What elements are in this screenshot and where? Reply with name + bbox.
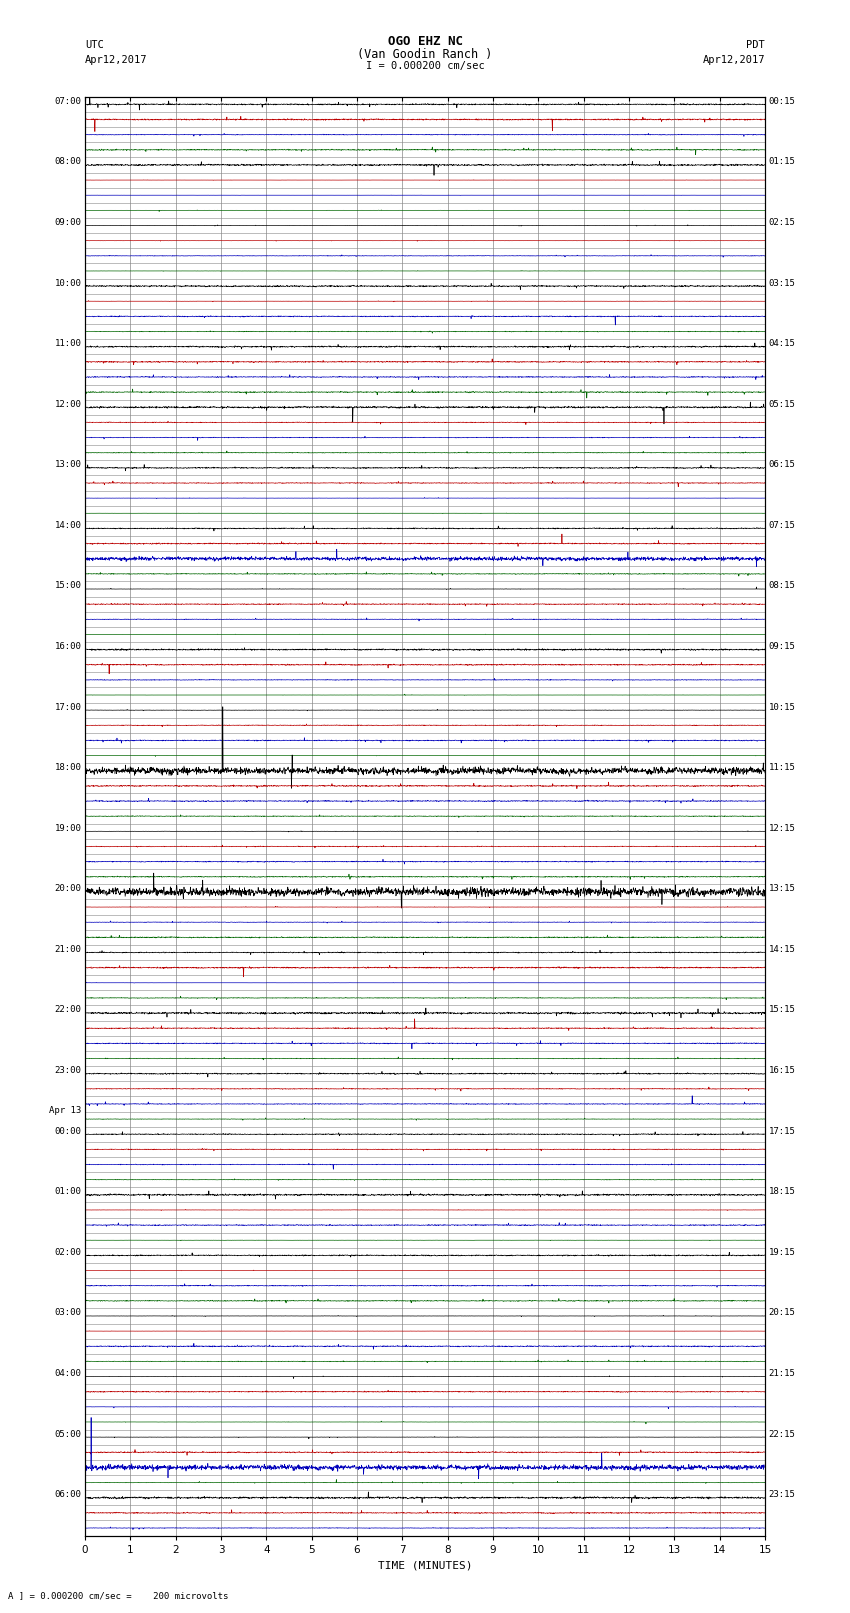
Text: 18:15: 18:15 — [768, 1187, 796, 1197]
Text: 00:15: 00:15 — [768, 97, 796, 106]
Text: I = 0.000200 cm/sec: I = 0.000200 cm/sec — [366, 61, 484, 71]
Text: 02:15: 02:15 — [768, 218, 796, 227]
Text: 05:15: 05:15 — [768, 400, 796, 408]
Text: 10:00: 10:00 — [54, 279, 82, 287]
Text: 04:15: 04:15 — [768, 339, 796, 348]
Text: 06:00: 06:00 — [54, 1490, 82, 1498]
Text: UTC: UTC — [85, 40, 104, 50]
Text: 16:00: 16:00 — [54, 642, 82, 652]
Text: 11:00: 11:00 — [54, 339, 82, 348]
Text: 03:15: 03:15 — [768, 279, 796, 287]
Text: 16:15: 16:15 — [768, 1066, 796, 1076]
Text: 19:15: 19:15 — [768, 1248, 796, 1257]
Text: 15:00: 15:00 — [54, 581, 82, 590]
X-axis label: TIME (MINUTES): TIME (MINUTES) — [377, 1560, 473, 1569]
Text: Apr12,2017: Apr12,2017 — [702, 55, 765, 65]
Text: 21:15: 21:15 — [768, 1369, 796, 1378]
Text: 04:00: 04:00 — [54, 1369, 82, 1378]
Text: 02:00: 02:00 — [54, 1248, 82, 1257]
Text: 07:15: 07:15 — [768, 521, 796, 529]
Text: 07:00: 07:00 — [54, 97, 82, 106]
Text: 11:15: 11:15 — [768, 763, 796, 773]
Text: 22:15: 22:15 — [768, 1429, 796, 1439]
Text: 18:00: 18:00 — [54, 763, 82, 773]
Text: 09:15: 09:15 — [768, 642, 796, 652]
Text: 21:00: 21:00 — [54, 945, 82, 953]
Text: 05:00: 05:00 — [54, 1429, 82, 1439]
Text: 06:15: 06:15 — [768, 460, 796, 469]
Text: 22:00: 22:00 — [54, 1005, 82, 1015]
Text: (Van Goodin Ranch ): (Van Goodin Ranch ) — [357, 48, 493, 61]
Text: 10:15: 10:15 — [768, 703, 796, 711]
Text: OGO EHZ NC: OGO EHZ NC — [388, 35, 462, 48]
Text: 15:15: 15:15 — [768, 1005, 796, 1015]
Text: 09:00: 09:00 — [54, 218, 82, 227]
Text: 12:15: 12:15 — [768, 824, 796, 832]
Text: 01:15: 01:15 — [768, 158, 796, 166]
Text: 17:00: 17:00 — [54, 703, 82, 711]
Text: 23:00: 23:00 — [54, 1066, 82, 1076]
Text: 08:00: 08:00 — [54, 158, 82, 166]
Text: 14:00: 14:00 — [54, 521, 82, 529]
Text: A ] = 0.000200 cm/sec =    200 microvolts: A ] = 0.000200 cm/sec = 200 microvolts — [8, 1590, 229, 1600]
Text: Apr 13: Apr 13 — [49, 1107, 82, 1115]
Text: Apr12,2017: Apr12,2017 — [85, 55, 148, 65]
Text: PDT: PDT — [746, 40, 765, 50]
Text: 14:15: 14:15 — [768, 945, 796, 953]
Text: 19:00: 19:00 — [54, 824, 82, 832]
Text: 00:00: 00:00 — [54, 1126, 82, 1136]
Text: 20:15: 20:15 — [768, 1308, 796, 1318]
Text: 01:00: 01:00 — [54, 1187, 82, 1197]
Text: 23:15: 23:15 — [768, 1490, 796, 1498]
Text: 08:15: 08:15 — [768, 581, 796, 590]
Text: 13:00: 13:00 — [54, 460, 82, 469]
Text: 12:00: 12:00 — [54, 400, 82, 408]
Text: 20:00: 20:00 — [54, 884, 82, 894]
Text: 17:15: 17:15 — [768, 1126, 796, 1136]
Text: 13:15: 13:15 — [768, 884, 796, 894]
Text: 03:00: 03:00 — [54, 1308, 82, 1318]
